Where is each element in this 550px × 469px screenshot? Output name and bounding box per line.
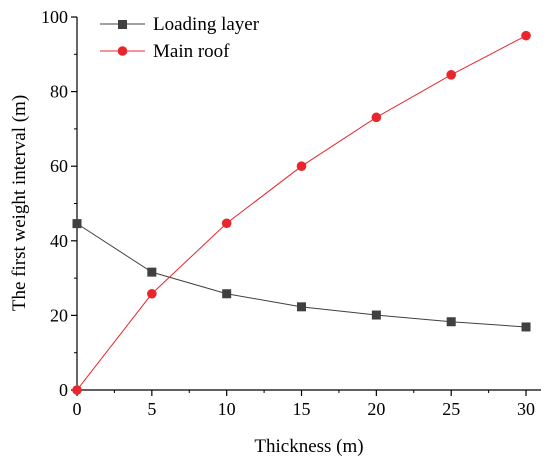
x-tick-label: 25	[442, 399, 460, 419]
data-point-main-roof	[147, 288, 157, 299]
legend-item-main-roof: Main roof	[100, 41, 230, 62]
x-tick-label: 10	[218, 399, 236, 419]
y-tick-label: 100	[41, 7, 68, 27]
x-ticks: 0 5 10 15 20 25 30	[73, 390, 535, 419]
data-point-loading-layer	[521, 322, 531, 332]
x-tick-label: 15	[293, 399, 311, 419]
y-tick-label: 60	[50, 156, 68, 176]
data-point-loading-layer	[222, 289, 232, 299]
x-tick-label: 20	[367, 399, 385, 419]
y-tick-label: 40	[50, 231, 68, 251]
data-point-loading-layer	[147, 267, 157, 277]
data-point-loading-layer	[72, 219, 82, 229]
series-layer	[72, 30, 531, 395]
x-axis-label: Thickness (m)	[254, 436, 363, 457]
data-point-main-roof	[371, 112, 382, 123]
legend-marker-main-roof	[117, 46, 128, 56]
legend: Loading layer Main roof	[100, 14, 260, 62]
y-axis-label: The first weight interval (m)	[9, 95, 30, 311]
data-point-main-roof	[72, 385, 82, 395]
series-line-loading-layer	[76, 223, 527, 328]
data-point-main-roof	[296, 161, 307, 171]
data-point-main-roof	[446, 70, 456, 80]
data-point-main-roof	[221, 218, 232, 229]
legend-item-loading-layer: Loading layer	[100, 14, 260, 35]
data-point-loading-layer	[297, 302, 307, 312]
x-tick-label: 5	[147, 399, 156, 419]
y-tick-label: 20	[50, 305, 68, 325]
data-point-main-roof	[521, 30, 531, 41]
x-tick-label: 30	[517, 399, 535, 419]
x-tick-label: 0	[73, 399, 82, 419]
legend-label-loading-layer: Loading layer	[153, 14, 260, 35]
series-line-main-roof	[76, 35, 527, 391]
legend-marker-loading-layer	[118, 20, 127, 29]
data-point-loading-layer	[371, 310, 381, 320]
y-tick-label: 80	[50, 82, 68, 102]
data-point-loading-layer	[446, 317, 456, 327]
y-tick-label: 0	[59, 380, 68, 400]
y-ticks: 0 20 40 60 80 100	[41, 7, 77, 400]
legend-label-main-roof: Main roof	[153, 41, 230, 62]
